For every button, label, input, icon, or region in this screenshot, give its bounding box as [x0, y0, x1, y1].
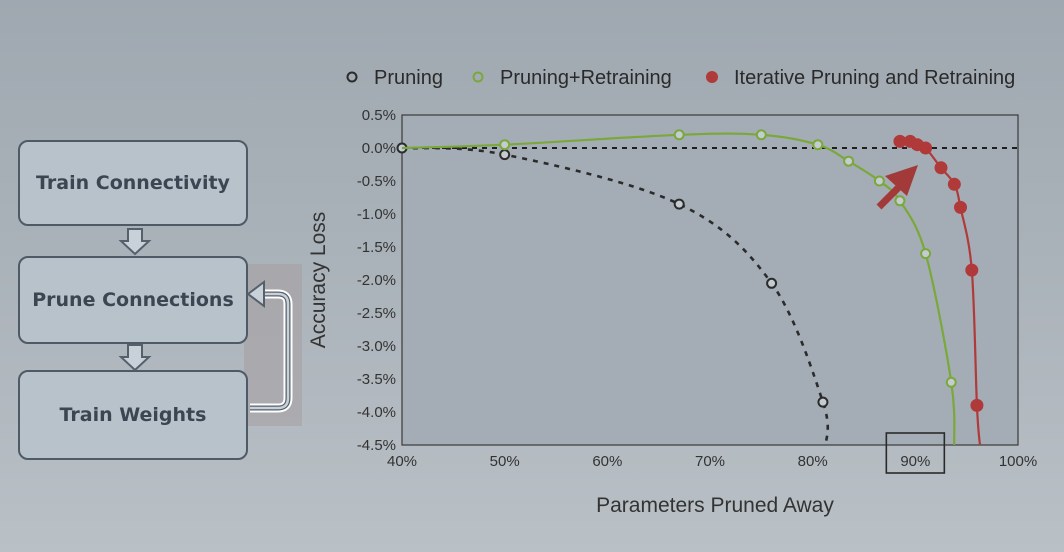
loop-arrow-icon [246, 280, 293, 413]
down-arrow-icon [118, 344, 152, 372]
x-tick-label: 80% [798, 453, 828, 470]
step-label: Prune Connections [32, 289, 234, 311]
pointer-arrow-icon [876, 165, 918, 210]
step-train-weights: Train Weights [18, 370, 248, 460]
y-tick-label: -4.5% [357, 437, 396, 454]
y-tick-label: -3.5% [357, 371, 396, 388]
step-train-connectivity: Train Connectivity [18, 140, 248, 226]
data-point-pruning-retraining [673, 129, 685, 141]
y-tick-label: 0.5% [362, 107, 396, 124]
data-point-iterative-pruning-and-retraining [919, 141, 933, 155]
legend-label: Pruning+Retraining [500, 67, 672, 89]
data-point-pruning-retraining [945, 376, 957, 388]
plot-area [401, 114, 1019, 446]
data-point-iterative-pruning-and-retraining [954, 200, 968, 214]
data-point-pruning [766, 277, 778, 289]
x-tick-label: 100% [999, 453, 1037, 470]
data-point-pruning-retraining [755, 129, 767, 141]
data-point-iterative-pruning-and-retraining [970, 398, 984, 412]
legend-marker [346, 71, 358, 83]
down-arrow-icon [118, 228, 152, 256]
data-point-pruning [673, 198, 685, 210]
legend-marker [706, 71, 718, 83]
legend-label: Iterative Pruning and Retraining [734, 67, 1015, 89]
data-point-iterative-pruning-and-retraining [965, 263, 979, 277]
y-tick-label: -1.5% [357, 239, 396, 256]
step-prune-connections: Prune Connections [18, 256, 248, 344]
data-point-pruning-retraining [499, 139, 511, 151]
x-tick-label: 60% [592, 453, 622, 470]
y-tick-label: -3.0% [357, 338, 396, 355]
data-point-pruning [817, 396, 829, 408]
y-axis-label: Accuracy Loss [307, 212, 330, 349]
data-point-pruning [499, 149, 511, 161]
step-label: Train Connectivity [36, 172, 230, 194]
data-point-pruning-retraining [843, 155, 855, 167]
x-tick-label: 70% [695, 453, 725, 470]
step-label: Train Weights [59, 404, 207, 426]
y-tick-label: 0.0% [362, 140, 396, 157]
x-tick-label: 40% [387, 453, 417, 470]
y-tick-label: -2.5% [357, 305, 396, 322]
x-axis-label: Parameters Pruned Away [596, 494, 834, 517]
data-point-pruning-retraining [920, 248, 932, 260]
y-tick-label: -4.0% [357, 404, 396, 421]
highlight-box [885, 432, 946, 474]
data-point-iterative-pruning-and-retraining [947, 177, 961, 191]
data-point-pruning-retraining [873, 175, 885, 187]
series-line-pruning-retraining [401, 132, 956, 446]
data-point-pruning-retraining [894, 195, 906, 207]
series-line-pruning [401, 146, 830, 446]
x-tick-label: 50% [490, 453, 520, 470]
legend-marker [472, 71, 484, 83]
y-tick-label: -2.0% [357, 272, 396, 289]
y-tick-label: -0.5% [357, 173, 396, 190]
legend-label: Pruning [374, 67, 443, 89]
y-tick-label: -1.0% [357, 206, 396, 223]
x-tick-label: 90% [900, 453, 930, 470]
data-point-iterative-pruning-and-retraining [934, 161, 948, 175]
data-point-pruning-retraining [812, 139, 824, 151]
